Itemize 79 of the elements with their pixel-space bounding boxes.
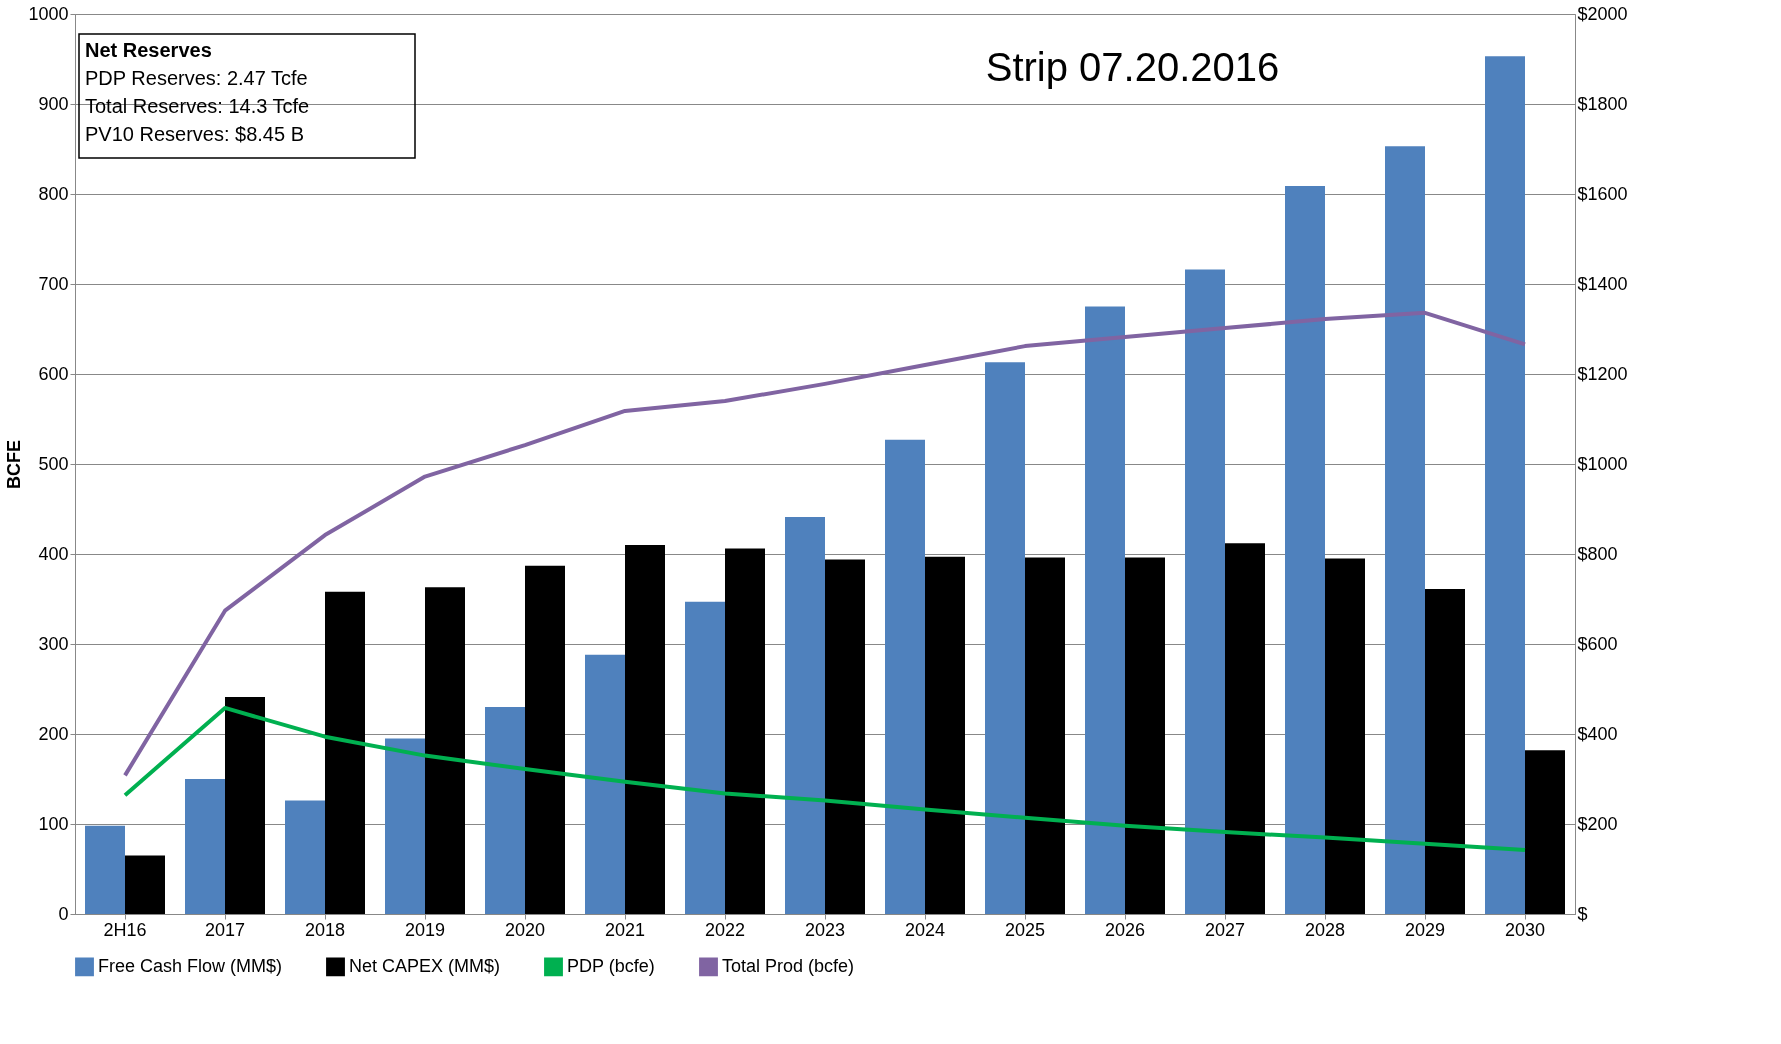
y-axis-title: BCFE bbox=[4, 440, 25, 489]
bar bbox=[285, 800, 325, 914]
bar bbox=[125, 855, 165, 914]
x-tick-label: 2026 bbox=[1104, 919, 1146, 940]
annotation: PDP Reserves: 2.47 Tcfe bbox=[85, 67, 308, 89]
bar bbox=[1025, 557, 1065, 914]
bar bbox=[385, 738, 425, 914]
x-tick-label: 2H16 bbox=[103, 919, 147, 940]
x-tick-label: 2024 bbox=[904, 919, 946, 940]
y2-tick-label: $1600 bbox=[1577, 183, 1628, 204]
y2-tick-label: $1200 bbox=[1577, 363, 1628, 384]
y-tick-label: 0 bbox=[58, 903, 69, 924]
x-tick-label: 2022 bbox=[704, 919, 746, 940]
bar bbox=[1285, 185, 1325, 914]
x-tick-label: 2030 bbox=[1504, 919, 1546, 940]
bar bbox=[1525, 750, 1565, 914]
y-tick-label: 900 bbox=[38, 93, 69, 114]
y2-tick-label: $200 bbox=[1577, 813, 1618, 834]
bar bbox=[925, 556, 965, 914]
legend-label: Net CAPEX (MM$) bbox=[349, 955, 501, 976]
y2-tick-label: $2000 bbox=[1577, 3, 1628, 24]
y-tick-label: 800 bbox=[38, 183, 69, 204]
y-tick-label: 600 bbox=[38, 363, 69, 384]
line-series bbox=[123, 310, 1527, 778]
x-tick-label: 2023 bbox=[804, 919, 846, 940]
line-series bbox=[123, 705, 1527, 853]
y2-tick-label: $ bbox=[1577, 903, 1588, 924]
annotation: Strip 07.20.2016 bbox=[985, 45, 1280, 89]
y-tick-label: 100 bbox=[38, 813, 69, 834]
y-tick-label: 700 bbox=[38, 273, 69, 294]
bar bbox=[885, 439, 925, 914]
bar bbox=[785, 517, 825, 914]
y-tick-label: 400 bbox=[38, 543, 69, 564]
x-tick-label: 2027 bbox=[1204, 919, 1246, 940]
bar bbox=[225, 697, 265, 914]
x-tick-label: 2018 bbox=[304, 919, 346, 940]
bar bbox=[985, 362, 1025, 914]
annotation: Net Reserves bbox=[85, 39, 212, 61]
y-tick-label: 1000 bbox=[28, 3, 69, 24]
y2-tick-label: $1000 bbox=[1577, 453, 1628, 474]
bar bbox=[725, 548, 765, 914]
bar bbox=[625, 545, 665, 914]
bar bbox=[1385, 146, 1425, 914]
bar bbox=[1125, 557, 1165, 914]
y-tick-label: 500 bbox=[38, 453, 69, 474]
bar bbox=[1225, 543, 1265, 914]
y2-tick-label: $1800 bbox=[1577, 93, 1628, 114]
y2-tick-label: $600 bbox=[1577, 633, 1618, 654]
x-tick-label: 2029 bbox=[1404, 919, 1446, 940]
bar bbox=[685, 601, 725, 914]
x-tick-label: 2021 bbox=[604, 919, 646, 940]
annotation: Total Reserves: 14.3 Tcfe bbox=[85, 95, 310, 117]
bar bbox=[1085, 306, 1125, 914]
bar bbox=[185, 779, 225, 914]
x-tick-label: 2020 bbox=[504, 919, 546, 940]
bar bbox=[425, 587, 465, 914]
legend-label: Free Cash Flow (MM$) bbox=[98, 955, 283, 976]
bar bbox=[825, 559, 865, 914]
legend-label: Total Prod (bcfe) bbox=[722, 955, 855, 976]
bar bbox=[85, 825, 125, 914]
y2-tick-label: $400 bbox=[1577, 723, 1618, 744]
x-tick-label: 2028 bbox=[1304, 919, 1346, 940]
bar bbox=[1485, 56, 1525, 914]
y2-tick-label: $800 bbox=[1577, 543, 1618, 564]
bar bbox=[325, 591, 365, 914]
bar bbox=[485, 707, 525, 914]
y2-tick-label: $1400 bbox=[1577, 273, 1628, 294]
bar bbox=[1425, 589, 1465, 914]
bar bbox=[525, 565, 565, 914]
y-tick-label: 300 bbox=[38, 633, 69, 654]
x-tick-label: 2019 bbox=[404, 919, 446, 940]
bar bbox=[1325, 558, 1365, 914]
bar bbox=[585, 654, 625, 914]
x-tick-label: 2017 bbox=[204, 919, 246, 940]
x-tick-label: 2025 bbox=[1004, 919, 1046, 940]
legend-label: PDP (bcfe) bbox=[567, 955, 655, 976]
bar bbox=[1185, 269, 1225, 914]
y-tick-label: 200 bbox=[38, 723, 69, 744]
annotation: PV10 Reserves: $8.45 B bbox=[85, 123, 305, 145]
